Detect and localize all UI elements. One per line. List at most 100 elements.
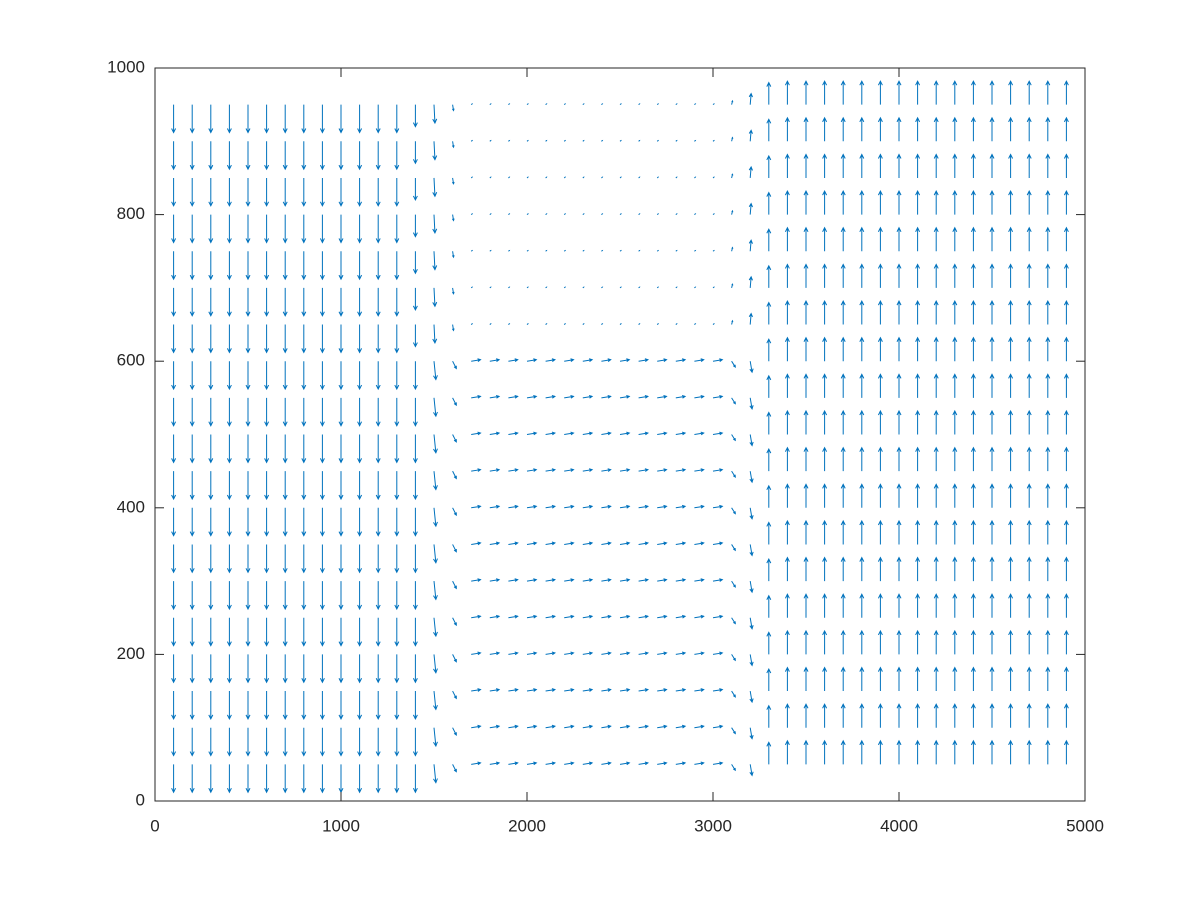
arrow bbox=[731, 209, 734, 215]
arrow bbox=[915, 519, 921, 545]
arrow bbox=[712, 688, 724, 692]
arrow bbox=[638, 139, 641, 142]
arrow bbox=[803, 190, 809, 215]
arrow bbox=[282, 251, 288, 281]
arrow bbox=[471, 651, 482, 656]
arrow bbox=[877, 336, 883, 362]
arrow bbox=[471, 468, 482, 472]
arrow bbox=[489, 614, 501, 619]
arrow bbox=[638, 213, 641, 215]
arrow bbox=[357, 471, 363, 501]
arrow bbox=[282, 691, 288, 721]
arrow bbox=[749, 690, 754, 704]
arrow bbox=[319, 397, 325, 427]
arrow bbox=[619, 578, 631, 582]
arrows bbox=[171, 80, 1069, 794]
arrow bbox=[749, 544, 754, 557]
arrow bbox=[319, 764, 325, 794]
arrow bbox=[189, 434, 195, 464]
arrow bbox=[433, 617, 438, 638]
y-tick-label: 600 bbox=[117, 351, 145, 370]
arrow bbox=[282, 287, 288, 317]
arrow bbox=[282, 654, 288, 684]
arrow bbox=[471, 358, 482, 362]
arrow bbox=[1008, 80, 1014, 105]
arrow bbox=[952, 336, 958, 362]
arrow bbox=[394, 177, 400, 207]
arrow bbox=[859, 226, 865, 252]
arrow bbox=[1045, 519, 1051, 545]
arrow bbox=[451, 251, 455, 259]
arrow bbox=[301, 654, 307, 684]
arrow bbox=[675, 286, 678, 289]
arrow bbox=[619, 286, 622, 289]
arrow bbox=[319, 361, 325, 391]
arrow bbox=[896, 190, 902, 215]
arrow bbox=[1063, 153, 1069, 178]
arrow bbox=[970, 190, 976, 215]
arrow bbox=[712, 139, 715, 142]
arrow bbox=[784, 153, 790, 178]
arrow bbox=[394, 397, 400, 427]
arrow bbox=[731, 397, 736, 405]
arrow bbox=[989, 446, 995, 472]
arrow bbox=[563, 323, 567, 325]
arrow bbox=[489, 394, 501, 399]
arrow bbox=[952, 629, 958, 655]
arrow bbox=[357, 507, 363, 537]
arrow bbox=[712, 651, 724, 656]
arrow bbox=[489, 761, 501, 766]
arrow bbox=[171, 581, 177, 611]
arrow bbox=[657, 504, 668, 509]
arrow bbox=[433, 544, 438, 564]
arrow bbox=[952, 703, 958, 728]
arrow bbox=[749, 397, 754, 410]
arrow bbox=[375, 691, 381, 721]
arrow bbox=[803, 703, 809, 728]
arrow bbox=[915, 116, 921, 142]
arrow bbox=[526, 724, 538, 729]
arrow bbox=[638, 541, 650, 546]
arrow bbox=[171, 654, 177, 684]
arrow bbox=[319, 507, 325, 537]
arrow bbox=[208, 177, 214, 207]
arrow bbox=[208, 397, 214, 427]
arrow bbox=[338, 507, 344, 537]
arrow bbox=[375, 141, 381, 171]
arrow bbox=[338, 141, 344, 171]
arrow bbox=[226, 727, 232, 757]
arrow bbox=[357, 581, 363, 611]
arrow bbox=[564, 541, 575, 546]
arrow bbox=[601, 103, 604, 106]
arrow bbox=[915, 739, 921, 765]
arrow bbox=[638, 724, 650, 729]
arrow bbox=[601, 761, 612, 766]
arrow bbox=[896, 153, 902, 178]
arrow bbox=[784, 556, 790, 582]
arrow bbox=[803, 629, 809, 655]
arrow bbox=[803, 116, 809, 142]
arrow bbox=[657, 761, 668, 766]
arrow bbox=[766, 448, 772, 472]
arrow bbox=[989, 190, 995, 215]
arrow bbox=[840, 666, 846, 692]
arrow bbox=[1026, 739, 1032, 765]
arrow bbox=[877, 483, 883, 508]
arrow bbox=[489, 213, 492, 215]
arrow bbox=[245, 251, 251, 281]
arrow bbox=[766, 484, 772, 508]
arrow bbox=[526, 249, 529, 252]
arrow bbox=[859, 116, 865, 142]
arrow bbox=[563, 176, 567, 179]
arrow bbox=[952, 519, 958, 545]
arrow bbox=[840, 556, 846, 582]
arrow bbox=[989, 373, 995, 398]
arrow bbox=[375, 361, 381, 391]
arrow bbox=[564, 761, 575, 766]
arrow bbox=[822, 299, 828, 325]
arrow bbox=[1063, 703, 1069, 728]
arrow bbox=[208, 434, 214, 464]
arrow bbox=[245, 214, 251, 244]
arrow bbox=[675, 614, 687, 619]
